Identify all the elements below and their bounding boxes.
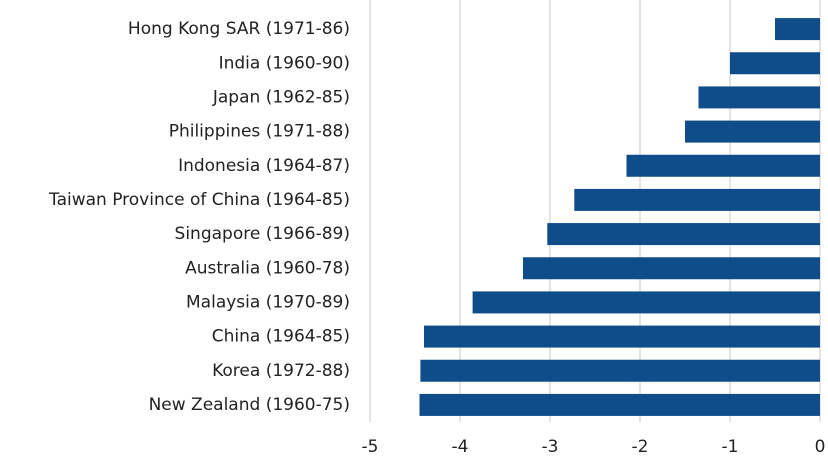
x-tick-label: -3 bbox=[542, 437, 559, 457]
x-tick-label: -2 bbox=[632, 437, 649, 457]
bar bbox=[523, 257, 820, 280]
x-tick-label: -5 bbox=[362, 437, 379, 457]
y-tick-label: New Zealand (1960-75) bbox=[149, 395, 350, 415]
bar bbox=[424, 325, 820, 348]
bar bbox=[685, 120, 820, 143]
y-tick-label: Australia (1960-78) bbox=[185, 258, 350, 278]
y-tick-label: Singapore (1966-89) bbox=[175, 224, 350, 244]
y-tick-label: Indonesia (1964-87) bbox=[178, 156, 350, 176]
bar bbox=[547, 223, 820, 246]
bar bbox=[698, 86, 820, 109]
x-tick-label: -4 bbox=[452, 437, 469, 457]
y-tick-label: Malaysia (1970-89) bbox=[186, 292, 350, 312]
x-tick-label: 0 bbox=[815, 437, 826, 457]
y-tick-label: Taiwan Province of China (1964-85) bbox=[48, 190, 350, 210]
x-tick-label: -1 bbox=[722, 437, 739, 457]
y-tick-label: Philippines (1971-88) bbox=[169, 122, 350, 142]
y-tick-label: Korea (1972-88) bbox=[212, 361, 350, 381]
bar bbox=[574, 188, 820, 211]
bar bbox=[419, 393, 820, 416]
bar bbox=[775, 18, 820, 41]
bar bbox=[420, 359, 820, 382]
y-tick-label: India (1960-90) bbox=[219, 53, 350, 73]
y-tick-label: Japan (1962-85) bbox=[212, 87, 350, 107]
bar bbox=[730, 52, 820, 75]
bar bbox=[626, 154, 820, 177]
y-tick-label: Hong Kong SAR (1971-86) bbox=[128, 19, 350, 39]
y-tick-label: China (1964-85) bbox=[212, 327, 350, 347]
bar bbox=[472, 291, 820, 314]
